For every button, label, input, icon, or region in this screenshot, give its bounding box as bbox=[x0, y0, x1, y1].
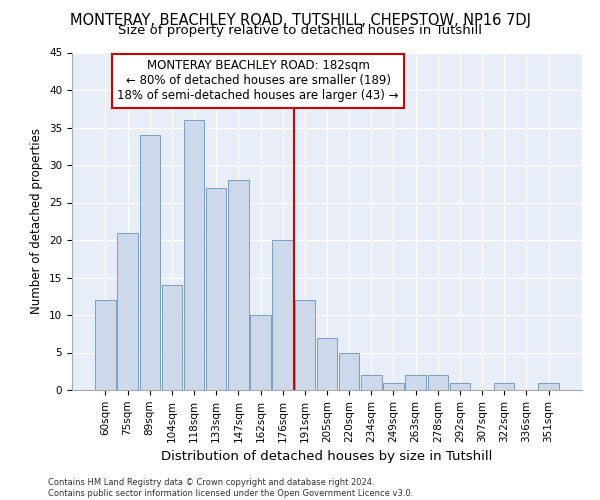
Bar bbox=[339, 352, 359, 390]
Bar bbox=[140, 135, 160, 390]
Bar bbox=[428, 375, 448, 390]
Text: Size of property relative to detached houses in Tutshill: Size of property relative to detached ho… bbox=[118, 24, 482, 37]
Bar bbox=[228, 180, 248, 390]
Bar bbox=[383, 382, 404, 390]
Bar bbox=[361, 375, 382, 390]
Y-axis label: Number of detached properties: Number of detached properties bbox=[31, 128, 43, 314]
Bar bbox=[184, 120, 204, 390]
Bar bbox=[206, 188, 226, 390]
Bar bbox=[161, 285, 182, 390]
Bar bbox=[95, 300, 116, 390]
Bar bbox=[317, 338, 337, 390]
Text: Contains HM Land Registry data © Crown copyright and database right 2024.
Contai: Contains HM Land Registry data © Crown c… bbox=[48, 478, 413, 498]
X-axis label: Distribution of detached houses by size in Tutshill: Distribution of detached houses by size … bbox=[161, 450, 493, 463]
Bar bbox=[295, 300, 315, 390]
Bar bbox=[406, 375, 426, 390]
Bar bbox=[272, 240, 293, 390]
Text: MONTERAY BEACHLEY ROAD: 182sqm
← 80% of detached houses are smaller (189)
18% of: MONTERAY BEACHLEY ROAD: 182sqm ← 80% of … bbox=[118, 59, 399, 102]
Bar bbox=[118, 232, 138, 390]
Bar bbox=[494, 382, 514, 390]
Bar bbox=[450, 382, 470, 390]
Bar bbox=[538, 382, 559, 390]
Text: MONTERAY, BEACHLEY ROAD, TUTSHILL, CHEPSTOW, NP16 7DJ: MONTERAY, BEACHLEY ROAD, TUTSHILL, CHEPS… bbox=[70, 12, 530, 28]
Bar bbox=[250, 315, 271, 390]
